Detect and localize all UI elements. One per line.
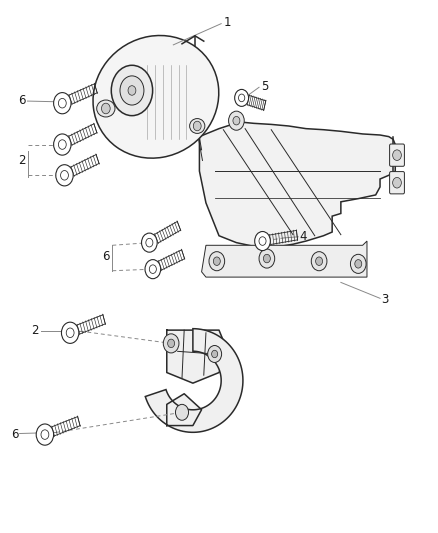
FancyBboxPatch shape: [390, 144, 404, 166]
Ellipse shape: [93, 36, 219, 158]
Circle shape: [53, 93, 71, 114]
Ellipse shape: [128, 86, 136, 95]
Polygon shape: [167, 394, 201, 425]
Ellipse shape: [190, 118, 205, 133]
Ellipse shape: [111, 65, 152, 116]
Circle shape: [316, 257, 322, 265]
Polygon shape: [201, 241, 367, 277]
Circle shape: [235, 90, 249, 107]
Text: 2: 2: [32, 324, 39, 337]
Ellipse shape: [134, 67, 216, 138]
Text: 1: 1: [224, 16, 231, 29]
Polygon shape: [199, 122, 395, 248]
Circle shape: [233, 116, 240, 125]
Circle shape: [102, 103, 110, 114]
Circle shape: [254, 231, 270, 251]
Circle shape: [355, 260, 362, 268]
Circle shape: [56, 165, 73, 186]
Circle shape: [311, 252, 327, 271]
Circle shape: [53, 134, 71, 155]
Polygon shape: [145, 329, 243, 432]
Circle shape: [229, 111, 244, 130]
Circle shape: [145, 260, 161, 279]
Text: 6: 6: [18, 93, 26, 107]
Circle shape: [168, 339, 175, 348]
Text: 2: 2: [18, 154, 26, 167]
Circle shape: [208, 345, 222, 362]
Text: 3: 3: [381, 293, 389, 306]
Circle shape: [213, 257, 220, 265]
FancyBboxPatch shape: [390, 172, 404, 194]
Circle shape: [141, 233, 157, 252]
Circle shape: [392, 177, 401, 188]
Text: 6: 6: [102, 251, 110, 263]
Circle shape: [176, 405, 188, 420]
Circle shape: [61, 322, 79, 343]
Circle shape: [163, 334, 179, 353]
Text: 4: 4: [300, 230, 307, 243]
Text: 6: 6: [11, 428, 18, 441]
Polygon shape: [167, 330, 228, 383]
Circle shape: [36, 424, 53, 445]
Circle shape: [259, 249, 275, 268]
Circle shape: [209, 252, 225, 271]
Circle shape: [212, 350, 218, 358]
Text: 5: 5: [261, 80, 269, 93]
Circle shape: [350, 254, 366, 273]
Ellipse shape: [97, 100, 115, 117]
Circle shape: [392, 150, 401, 160]
Ellipse shape: [120, 76, 144, 105]
Circle shape: [263, 254, 270, 263]
Circle shape: [193, 121, 201, 131]
